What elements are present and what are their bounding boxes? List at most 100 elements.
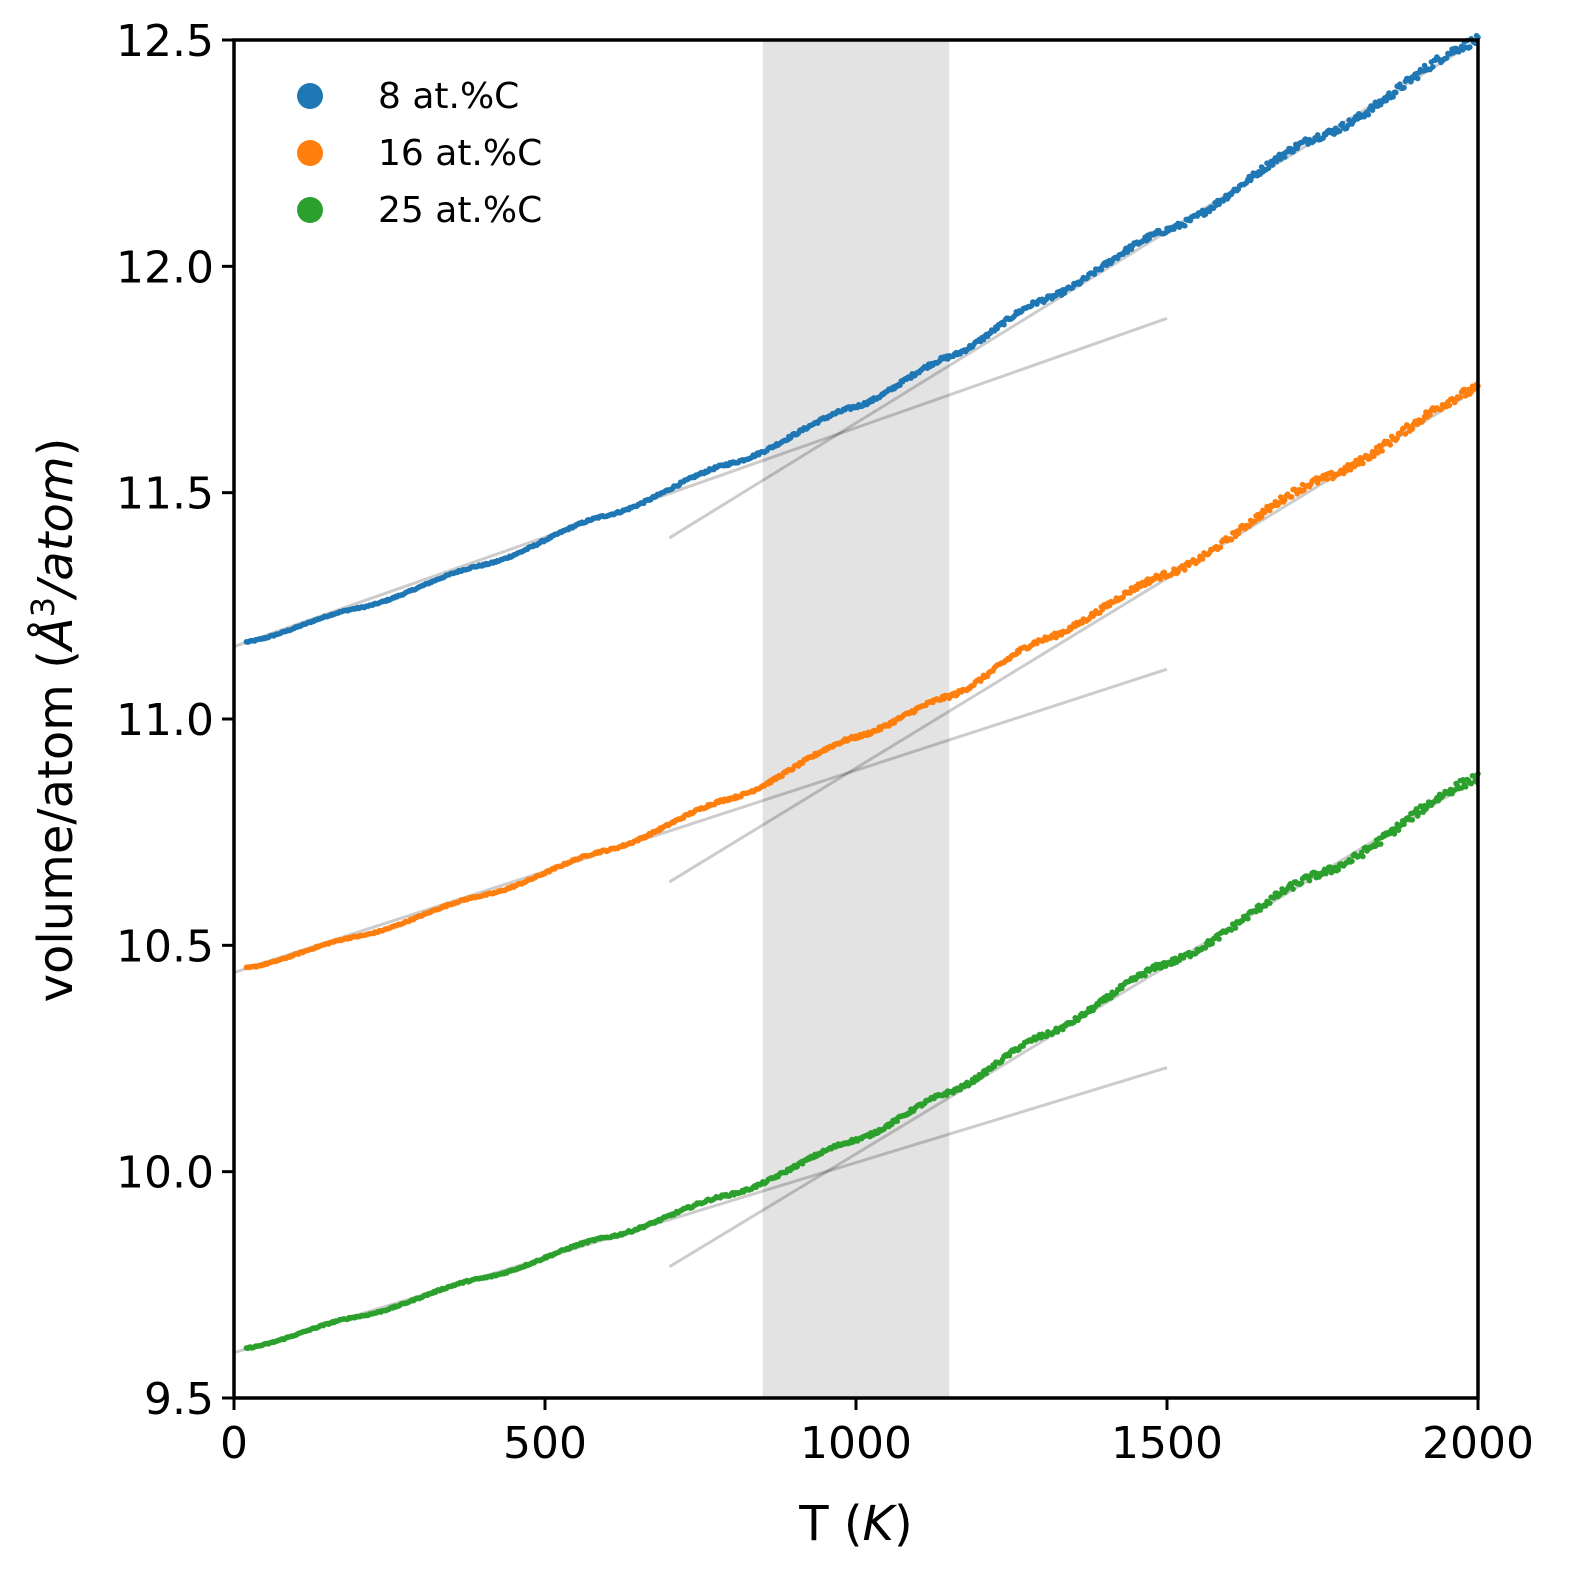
x-tick-label: 500 xyxy=(503,1418,587,1469)
data-point xyxy=(1408,79,1414,85)
y-tick-label: 11.0 xyxy=(116,695,214,746)
data-point xyxy=(1402,431,1409,437)
data-point xyxy=(1228,537,1235,543)
data-point xyxy=(1365,111,1372,118)
data-point xyxy=(1001,321,1007,328)
data-point xyxy=(1288,494,1295,500)
data-point xyxy=(1427,411,1433,418)
data-point xyxy=(1199,556,1206,562)
data-point xyxy=(1401,821,1407,828)
data-point xyxy=(1413,806,1420,812)
legend-marker-3 xyxy=(297,197,323,223)
x-axis-ticks: 0 500 1000 1500 2000 xyxy=(220,1398,1534,1469)
data-point xyxy=(1393,89,1399,96)
series-3-points xyxy=(243,771,1481,1352)
data-point xyxy=(1251,518,1258,525)
data-point xyxy=(1301,487,1307,493)
data-point xyxy=(1282,154,1288,160)
legend-label-2: 16 at.%C xyxy=(378,133,542,174)
y-axis-label-unit-rest: /atom xyxy=(28,456,84,601)
legend: 8 at.%C 16 at.%C 25 at.%C xyxy=(297,76,542,231)
shaded-band xyxy=(762,40,950,1398)
x-tick-label: 2000 xyxy=(1422,1418,1534,1469)
data-point xyxy=(1298,880,1305,887)
data-point xyxy=(1182,567,1188,573)
data-point xyxy=(1446,402,1452,409)
data-point xyxy=(1414,75,1421,82)
data-point xyxy=(1360,460,1366,467)
y-axis-label: volume/atom (Å3/atom) xyxy=(24,438,84,1003)
data-point xyxy=(1258,514,1265,520)
data-point xyxy=(991,1063,998,1070)
legend-label-1: 8 at.%C xyxy=(378,76,519,117)
data-point xyxy=(1335,866,1342,873)
data-point xyxy=(1395,827,1402,833)
data-point xyxy=(1339,120,1346,127)
data-point xyxy=(1430,64,1436,70)
data-point xyxy=(1124,249,1131,255)
data-point xyxy=(1377,841,1384,847)
data-point xyxy=(1199,207,1206,214)
data-point xyxy=(1394,435,1400,441)
x-axis-label: T (K) xyxy=(798,1496,913,1552)
data-point xyxy=(1099,606,1106,613)
x-axis-label-main: T xyxy=(798,1496,844,1552)
series-1-points xyxy=(243,32,1481,645)
data-point xyxy=(1202,945,1209,951)
y-axis-label-main: volume/atom xyxy=(28,669,84,1003)
data-point xyxy=(1379,448,1385,454)
data-point xyxy=(1409,817,1415,823)
data-point xyxy=(1245,915,1251,922)
y-tick-label: 12.5 xyxy=(116,16,214,67)
x-axis-label-paren-close: ) xyxy=(894,1496,913,1552)
data-point xyxy=(1409,426,1415,432)
legend-marker-2 xyxy=(297,140,323,166)
data-point xyxy=(1462,784,1469,790)
data-point xyxy=(1209,940,1215,947)
data-point xyxy=(1269,162,1276,168)
data-point xyxy=(1282,497,1288,504)
data-point xyxy=(1387,442,1394,448)
data-point xyxy=(1467,44,1473,50)
data-point xyxy=(1347,467,1354,473)
y-axis-label-unit-exp: 3 xyxy=(24,597,62,617)
data-point xyxy=(1158,964,1165,971)
y-axis-ticks: 9.5 10.0 10.5 11.0 11.5 12.0 12.5 xyxy=(116,16,234,1425)
data-point xyxy=(1216,936,1222,942)
y-tick-label: 10.0 xyxy=(116,1148,214,1199)
y-tick-label: 9.5 xyxy=(144,1374,214,1425)
data-point xyxy=(979,1073,985,1079)
data-point xyxy=(1306,877,1313,884)
data-point xyxy=(1461,386,1468,393)
data-point xyxy=(1349,858,1355,864)
y-axis-label-paren-open: ( xyxy=(28,650,84,669)
data-point xyxy=(1120,594,1126,600)
data-point xyxy=(1360,853,1366,860)
y-tick-label: 11.5 xyxy=(116,469,214,520)
data-point xyxy=(1371,453,1377,460)
data-point xyxy=(1457,394,1463,401)
x-axis-label-paren-open: ( xyxy=(844,1496,863,1552)
data-point xyxy=(1217,544,1224,551)
data-point xyxy=(1336,128,1343,134)
y-axis-label-paren-close: ) xyxy=(28,438,84,457)
data-point xyxy=(1290,886,1296,892)
y-tick-label: 10.5 xyxy=(116,921,214,972)
data-point xyxy=(1267,507,1273,514)
y-axis-label-unit-symbol: Å xyxy=(27,617,84,653)
data-point xyxy=(1273,158,1280,165)
x-tick-label: 1500 xyxy=(1111,1418,1223,1469)
fit-line-2-low xyxy=(233,667,1168,974)
legend-marker-1 xyxy=(297,83,323,109)
data-point xyxy=(1471,773,1477,779)
x-axis-label-unit: K xyxy=(863,1496,898,1552)
y-tick-label: 12.0 xyxy=(116,242,214,293)
fit-line-1-low xyxy=(233,316,1168,648)
data-point xyxy=(1401,84,1407,91)
data-point xyxy=(1314,132,1321,138)
data-points-layer xyxy=(243,32,1481,1352)
data-point xyxy=(1443,55,1450,61)
data-point xyxy=(1390,94,1396,100)
data-point xyxy=(1383,97,1389,104)
